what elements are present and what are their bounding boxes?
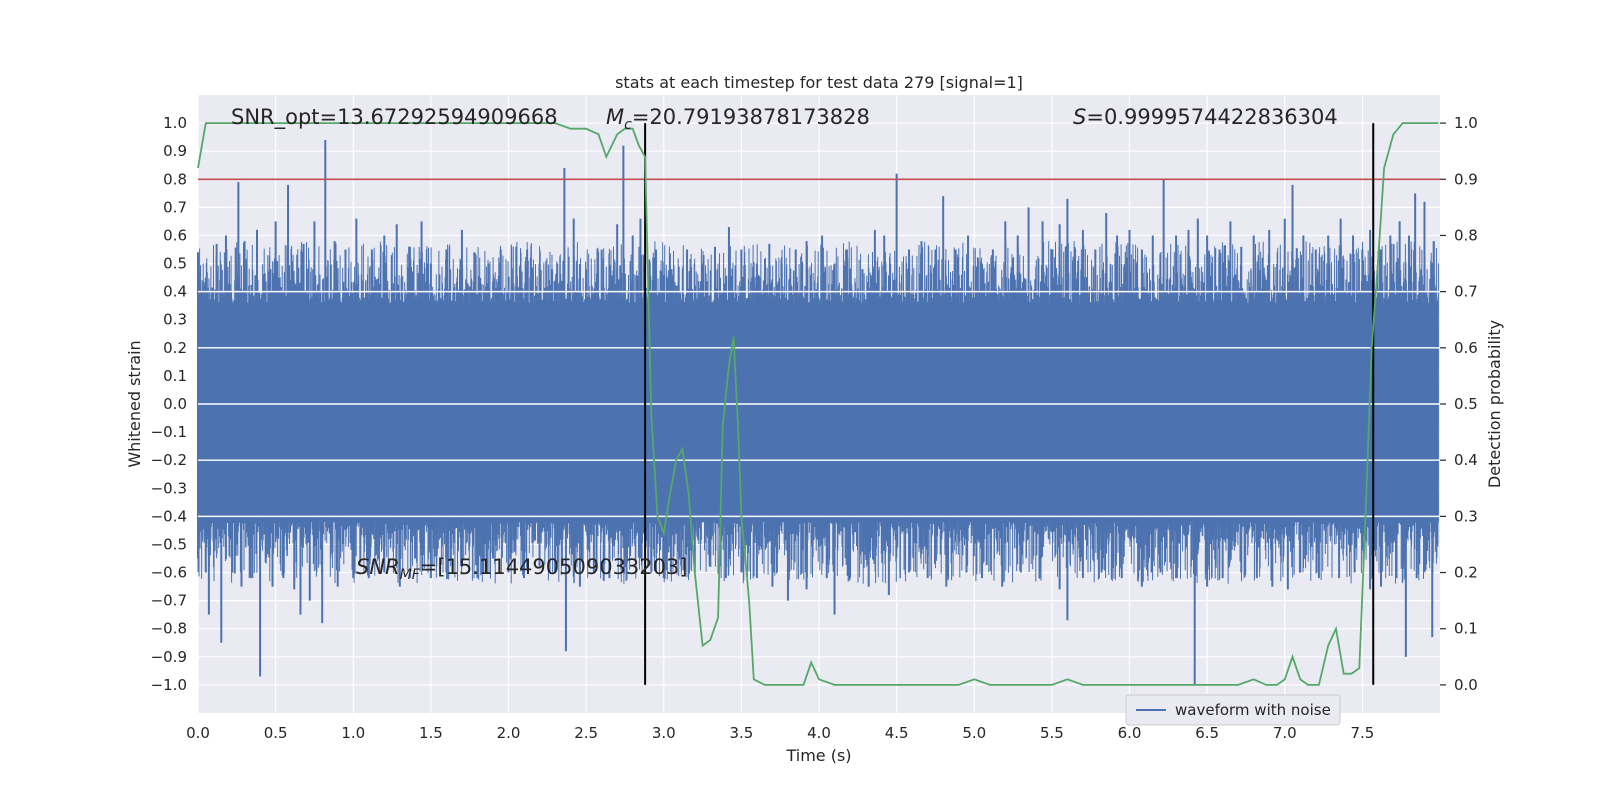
legend-label: waveform with noise [1175, 701, 1331, 719]
y-tick-label-19: −0.9 [151, 648, 187, 666]
mc-value: =20.79193878173828 [632, 105, 870, 129]
legend-box [1125, 694, 1341, 726]
y2-tick-label-9: 0.1 [1454, 620, 1478, 638]
waveform-core-band [198, 302, 1439, 522]
y-tick-label-0: 1.0 [163, 114, 187, 132]
y-tick-label-17: −0.7 [151, 592, 187, 610]
y-tick-label-18: −0.8 [151, 620, 187, 638]
y2-axis-ticks: 1.0 0.9 0.8 0.7 0.6 0.5 0.4 0.3 0.2 0.1 0.0 [1440, 114, 1478, 694]
x-tick-label-5: 2.5 [574, 724, 598, 742]
y-tick-label-16: −0.6 [151, 564, 187, 582]
y-tick-label-6: 0.4 [163, 283, 187, 301]
y-tick-label-2: 0.8 [163, 170, 187, 188]
y-tick-label-12: −0.2 [151, 451, 187, 469]
y2-tick-label-6: 0.4 [1454, 451, 1478, 469]
x-tick-label-8: 4.0 [807, 724, 831, 742]
y-tick-label-10: 0.0 [163, 395, 187, 413]
y-tick-label-11: −0.1 [151, 423, 187, 441]
chart-title: stats at each timestep for test data 279… [615, 73, 1023, 92]
x-tick-label-10: 5.0 [962, 724, 986, 742]
chirp-mass-annotation: Mc=20.79193878173828 [606, 105, 870, 133]
mc-subscript: c [624, 117, 632, 133]
snr-opt-annotation: SNR_opt=13.67292594909668 [231, 105, 558, 130]
x-tick-label-9: 4.5 [885, 724, 909, 742]
y-axis-label: Whitened strain [125, 340, 144, 467]
y2-tick-label-1: 0.9 [1454, 170, 1478, 188]
y-tick-label-4: 0.6 [163, 226, 187, 244]
probability-line [197, 122, 1439, 686]
y2-tick-label-2: 0.8 [1454, 226, 1478, 244]
s-value: =0.9999574422836304 [1086, 105, 1337, 129]
merger-markers [644, 123, 1375, 685]
x-axis-ticks: 0.0 0.5 1.0 1.5 2.0 2.5 3.0 3.5 4.0 4.5 5.0 5.5 6.0 6… [186, 724, 1374, 742]
y-tick-label-14: −0.4 [151, 507, 187, 525]
grid-overlay [198, 290, 1440, 518]
x-tick-label-13: 6.5 [1195, 724, 1219, 742]
x-tick-label-15: 7.5 [1350, 724, 1374, 742]
legend: waveform with noise [1125, 694, 1341, 726]
x-tick-label-14: 7.0 [1273, 724, 1297, 742]
x-tick-label-12: 6.0 [1118, 724, 1142, 742]
y-tick-label-20: −1.0 [151, 676, 187, 694]
y-tick-label-1: 0.9 [163, 142, 187, 160]
x-tick-label-11: 5.5 [1040, 724, 1064, 742]
y2-axis-label: Detection probability [1485, 320, 1504, 488]
x-tick-label-4: 2.0 [497, 724, 521, 742]
y2-tick-label-8: 0.2 [1454, 564, 1478, 582]
y2-tick-label-4: 0.6 [1454, 339, 1478, 357]
y-tick-label-7: 0.3 [163, 311, 187, 329]
x-tick-label-6: 3.0 [652, 724, 676, 742]
x-tick-label-2: 1.0 [341, 724, 365, 742]
y2-tick-label-7: 0.3 [1454, 507, 1478, 525]
y2-tick-label-3: 0.7 [1454, 283, 1478, 301]
x-tick-label-3: 1.5 [419, 724, 443, 742]
y-tick-label-8: 0.2 [163, 339, 187, 357]
y2-tick-label-10: 0.0 [1454, 676, 1478, 694]
snr-mf-subscript: MF [400, 567, 421, 583]
snr-mf-value: =[15.114490509033203] [420, 555, 688, 579]
y-tick-label-3: 0.7 [163, 198, 187, 216]
y-tick-label-9: 0.1 [163, 367, 187, 385]
probability-series [197, 122, 1439, 686]
s-annotation: S=0.9999574422836304 [1073, 105, 1338, 129]
s-symbol: S [1073, 105, 1086, 129]
waveform-series [197, 139, 1439, 685]
y2-tick-label-0: 1.0 [1454, 114, 1478, 132]
snr-mf-symbol: SNR [356, 555, 400, 579]
mc-symbol: M [606, 105, 624, 129]
x-axis-label: Time (s) [785, 746, 851, 765]
y-axis-ticks: 1.0 0.9 0.8 0.7 0.6 0.5 0.4 0.3 0.2 0.1 0.0 −0.1 −0.… [151, 114, 187, 694]
y2-tick-label-5: 0.5 [1454, 395, 1478, 413]
x-tick-label-7: 3.5 [729, 724, 753, 742]
x-tick-label-1: 0.5 [264, 724, 288, 742]
snr-mf-annotation: SNRMF=[15.114490509033203] [356, 555, 688, 583]
x-tick-label-0: 0.0 [186, 724, 210, 742]
y-tick-label-5: 0.5 [163, 255, 187, 273]
y-tick-label-13: −0.3 [151, 479, 187, 497]
y-tick-label-15: −0.5 [151, 535, 187, 553]
